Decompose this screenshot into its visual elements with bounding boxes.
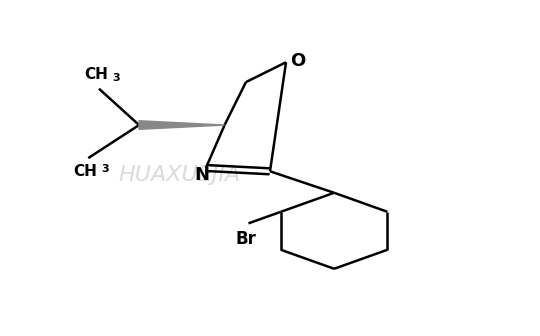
Polygon shape: [139, 121, 225, 129]
Text: Br: Br: [235, 230, 256, 248]
Text: CH: CH: [84, 67, 108, 82]
Text: HUAXUEJIA: HUAXUEJIA: [118, 165, 240, 184]
Text: N: N: [194, 166, 209, 184]
Text: CH: CH: [73, 164, 98, 179]
Text: O: O: [290, 52, 306, 70]
Text: 3: 3: [112, 73, 120, 83]
Text: 3: 3: [102, 164, 109, 174]
